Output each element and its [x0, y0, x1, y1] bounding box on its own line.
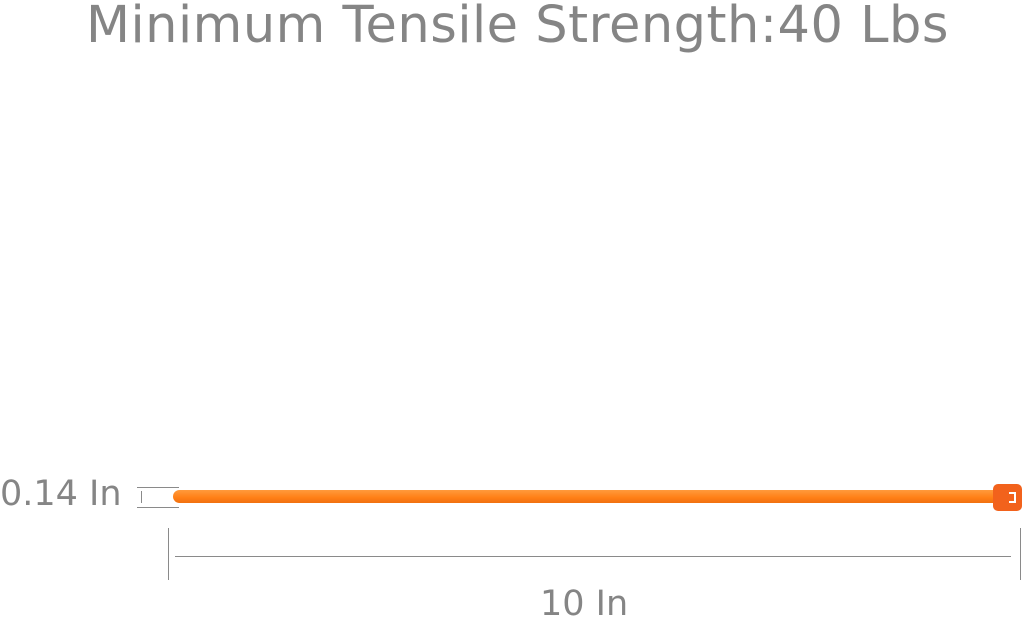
- length-label: 10 In: [540, 584, 629, 624]
- width-bracket-tick: [141, 491, 142, 503]
- width-bracket-bottom: [137, 507, 179, 508]
- cable-tie-head: [993, 484, 1022, 511]
- title: Minimum Tensile Strength:40 Lbs: [86, 0, 950, 55]
- length-tick-right: [1020, 528, 1021, 580]
- length-dimension-line: [175, 556, 1011, 557]
- cable-tie-slot: [1009, 492, 1016, 503]
- length-tick-left: [168, 528, 169, 580]
- cable-tie-strap: [173, 490, 998, 503]
- width-bracket-top: [137, 487, 179, 488]
- width-label: 0.14 In: [0, 474, 122, 514]
